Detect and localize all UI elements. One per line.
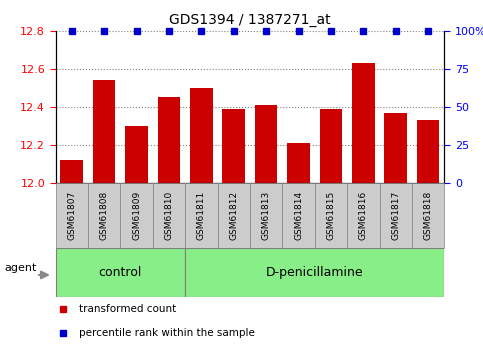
Bar — [93, 80, 115, 183]
Text: control: control — [99, 266, 142, 279]
Bar — [125, 126, 148, 183]
Bar — [190, 88, 213, 183]
Text: GSM61815: GSM61815 — [327, 191, 336, 240]
Text: D-penicillamine: D-penicillamine — [266, 266, 364, 279]
Bar — [412, 183, 444, 248]
Text: GSM61810: GSM61810 — [164, 191, 173, 240]
Text: GSM61814: GSM61814 — [294, 191, 303, 240]
Bar — [185, 183, 217, 248]
Bar — [120, 183, 153, 248]
Title: GDS1394 / 1387271_at: GDS1394 / 1387271_at — [169, 13, 331, 27]
Bar — [157, 98, 180, 183]
Text: GSM61808: GSM61808 — [99, 191, 109, 240]
Bar — [320, 109, 342, 183]
Bar — [315, 183, 347, 248]
Bar — [283, 183, 315, 248]
Text: GSM61813: GSM61813 — [262, 191, 270, 240]
Bar — [88, 183, 120, 248]
Bar — [217, 183, 250, 248]
Bar — [56, 183, 88, 248]
Bar — [60, 160, 83, 183]
Text: GSM61811: GSM61811 — [197, 191, 206, 240]
Bar — [56, 248, 185, 297]
Bar — [287, 143, 310, 183]
Text: GSM61807: GSM61807 — [67, 191, 76, 240]
Text: transformed count: transformed count — [79, 304, 176, 314]
Text: percentile rank within the sample: percentile rank within the sample — [79, 328, 255, 338]
Text: GSM61812: GSM61812 — [229, 191, 238, 240]
Text: GSM61816: GSM61816 — [359, 191, 368, 240]
Bar — [352, 63, 375, 183]
Bar — [417, 120, 440, 183]
Bar — [384, 113, 407, 183]
Bar — [250, 183, 283, 248]
Bar — [222, 109, 245, 183]
Bar — [347, 183, 380, 248]
Bar — [185, 248, 444, 297]
Text: GSM61817: GSM61817 — [391, 191, 400, 240]
Text: agent: agent — [4, 263, 37, 273]
Bar — [380, 183, 412, 248]
Bar — [255, 105, 278, 183]
Text: GSM61809: GSM61809 — [132, 191, 141, 240]
Text: GSM61818: GSM61818 — [424, 191, 433, 240]
Bar — [153, 183, 185, 248]
